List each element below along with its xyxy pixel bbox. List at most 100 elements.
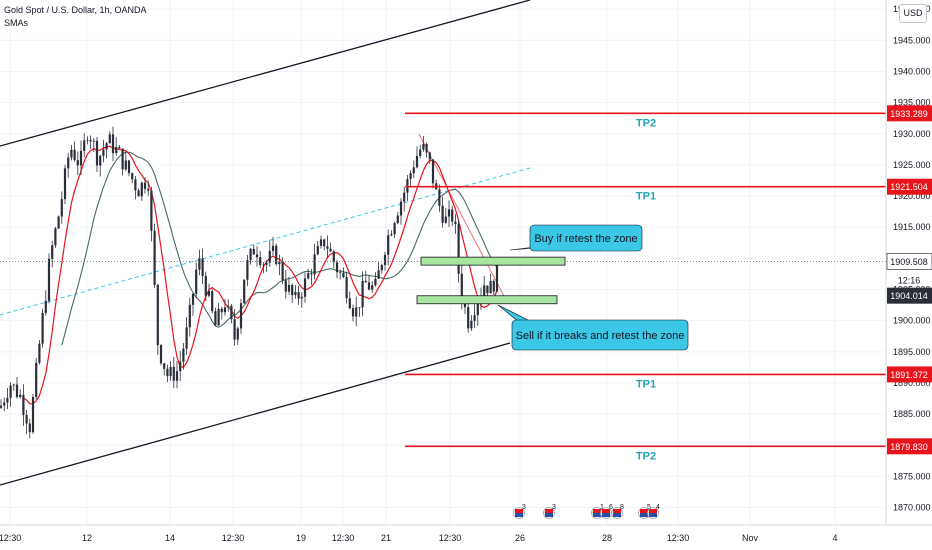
candle-body (121, 148, 124, 170)
zones (416, 256, 566, 305)
buy-callout-box[interactable] (529, 224, 643, 252)
tp-label: TP2 (636, 450, 656, 462)
candle-body (438, 189, 441, 206)
candle-body (108, 134, 111, 144)
indicator-label[interactable]: SMAs (4, 18, 29, 28)
candle-body (390, 234, 393, 236)
buy-zone[interactable] (420, 256, 566, 266)
candle-body (220, 308, 223, 313)
candle-body (211, 290, 214, 312)
y-tick-label: 1895.000 (893, 347, 931, 357)
candle-body (207, 290, 211, 296)
candle-body (198, 258, 201, 270)
x-tick-label: Nov (742, 533, 759, 543)
candle-body (54, 228, 57, 246)
candle-body (358, 307, 361, 309)
price-axis[interactable]: 1870.0001875.0001880.0001885.0001890.000… (885, 0, 932, 550)
candle-body (150, 190, 153, 231)
currency-button[interactable]: USD (899, 4, 927, 23)
y-tick-label: 1885.000 (893, 409, 931, 419)
candle-body (243, 279, 246, 304)
candle-body (6, 397, 9, 403)
candle-body (355, 307, 358, 317)
candle-body (60, 199, 63, 217)
candle-body (115, 147, 118, 154)
candle-body (323, 239, 326, 247)
candle-body (12, 384, 15, 386)
current-price-badge (886, 253, 932, 270)
candle-body (169, 367, 172, 377)
candle-body (262, 264, 265, 266)
candle-body (22, 394, 25, 415)
candle-body (217, 308, 220, 326)
candle-body (156, 284, 159, 346)
candle-body (95, 140, 99, 166)
symbol-title[interactable]: Gold Spot / U.S. Dollar, 1h, OANDA (4, 5, 147, 15)
sell-callout-box[interactable] (511, 319, 689, 351)
price-badges: 1933.289 1921.504 1891.372 1879.830 1909.508… (886, 105, 932, 455)
tp-price-badge (887, 366, 932, 383)
candle-body (118, 147, 121, 149)
candle-body (396, 215, 399, 224)
event-flag-stripe (593, 509, 601, 513)
tp-price-badge-text: 1921.504 (890, 182, 928, 192)
event-count: 3 (522, 504, 526, 511)
chart-header: Gold Spot / U.S. Dollar, 1h, OANDA SMAs (4, 4, 147, 30)
price-levels: TP2 TP1 TP1 TP2 (405, 112, 886, 462)
candle-body (332, 251, 335, 263)
candle-body (419, 149, 422, 156)
candle-body (294, 292, 297, 296)
candle-body (185, 327, 188, 349)
candle-body (278, 261, 281, 265)
candle-body (303, 278, 307, 297)
x-tick-label: 12:30 (0, 533, 21, 543)
candle-body (9, 385, 12, 398)
candle-body (399, 201, 403, 216)
y-tick-label: 1920.000 (893, 191, 931, 201)
event-flag-stripe (649, 513, 657, 517)
candle-body (412, 167, 415, 174)
candle-body (166, 368, 169, 377)
sell-zone[interactable] (416, 295, 558, 305)
x-tick-label: 12:30 (439, 533, 462, 543)
y-tick-label: 1900.000 (893, 316, 931, 326)
x-tick-label: 21 (381, 533, 391, 543)
candle-body (393, 223, 396, 235)
candle-body (147, 188, 150, 191)
x-tick-label: 4 (832, 533, 837, 543)
candle-body (73, 149, 76, 161)
candle-body (31, 396, 35, 433)
candle-body (175, 371, 179, 381)
event-flag-stripe (640, 509, 648, 513)
candle-body (310, 273, 313, 275)
sma-lines (23, 145, 498, 405)
candle-body (105, 143, 108, 150)
candle-body (214, 311, 217, 326)
event-flag-stripe (545, 513, 553, 517)
candle-body (380, 264, 383, 271)
candle-body (367, 282, 371, 290)
candle-body (444, 216, 447, 223)
candle-body (44, 300, 47, 313)
current-price-text: 1909.508 (890, 257, 928, 267)
candle-body (447, 209, 451, 217)
candle-body (57, 216, 60, 229)
time-axis[interactable]: 12:30 12 14 12:30 19 12:30 21 12:30 26 28 12:30 Nov… (0, 524, 932, 550)
tp-label: TP1 (636, 378, 656, 390)
candle-body (25, 414, 28, 424)
candle-body (271, 245, 275, 251)
event-count: 8 (620, 504, 624, 511)
candle-body (387, 235, 390, 255)
candle-body (460, 273, 463, 304)
candle-body (364, 280, 367, 283)
candle-body (127, 160, 131, 174)
candle-body (348, 298, 351, 309)
candle-body (403, 192, 406, 202)
event-count: 1 (600, 504, 604, 511)
event-flag-stripe (515, 509, 523, 513)
y-tick-label: 1870.000 (893, 503, 931, 513)
candle-body (374, 278, 377, 286)
candle-body (313, 254, 316, 275)
event-count: 4 (656, 504, 660, 511)
